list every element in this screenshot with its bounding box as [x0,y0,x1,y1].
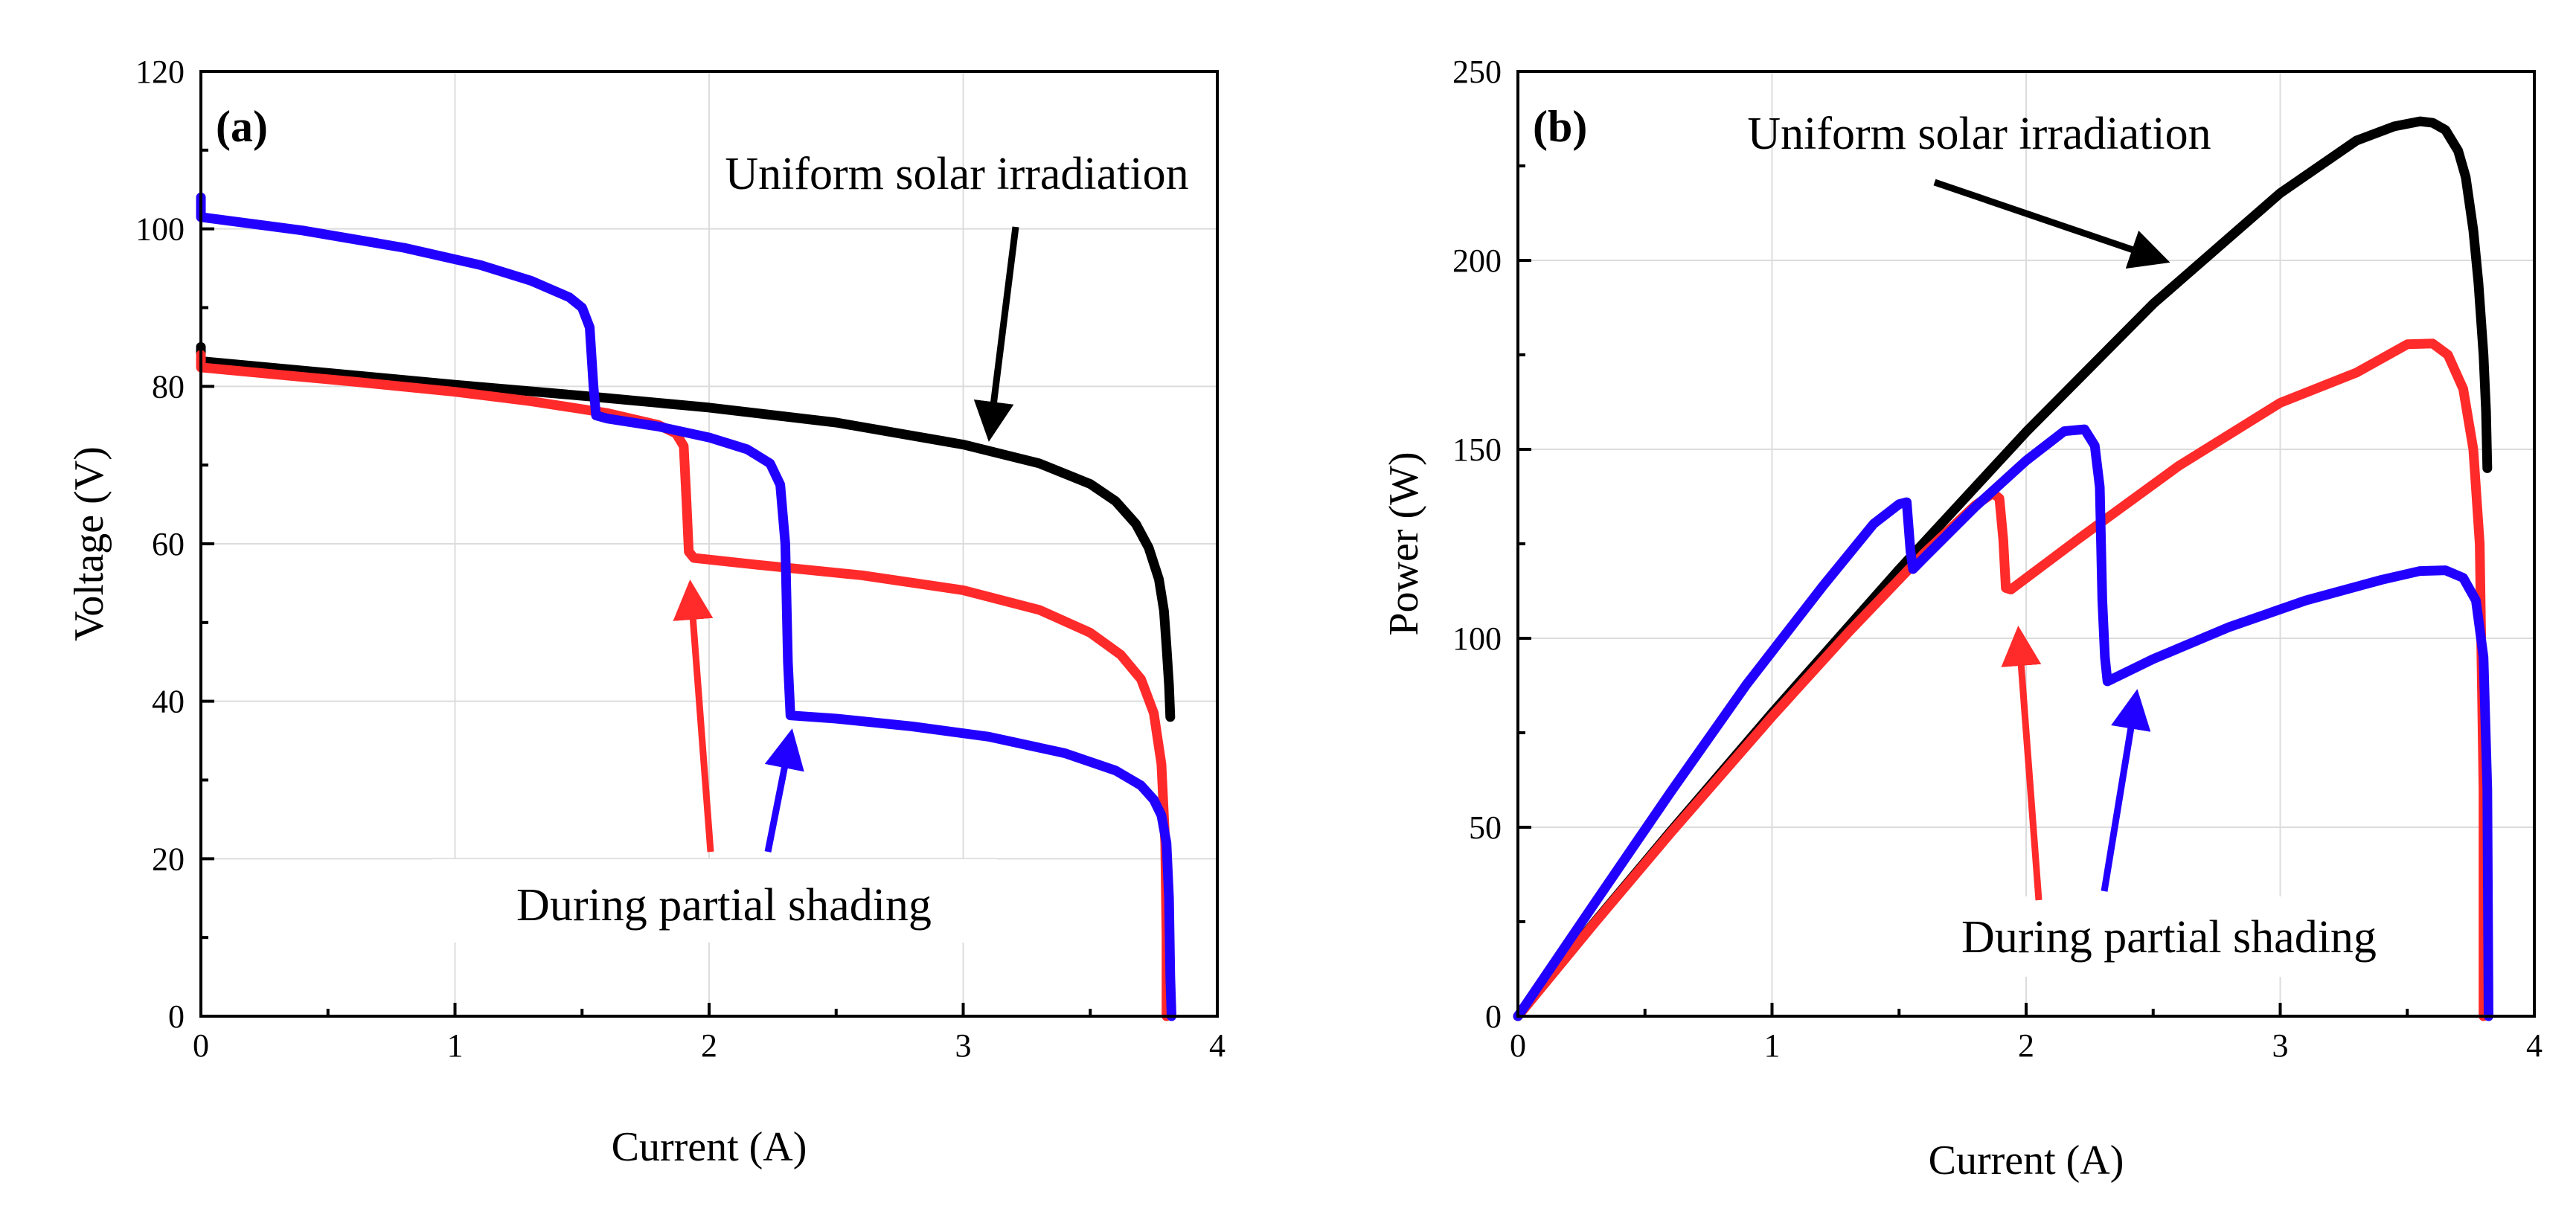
y-tick-label: 250 [1452,54,1502,90]
annotation-uniform-b: Uniform solar irradiation [1747,109,2211,159]
x-axis-title-a: Current (A) [612,1124,807,1170]
y-tick-label: 120 [135,54,185,90]
series-shading-red-line-b [1513,338,2489,1021]
x-tick-label: 0 [1510,1027,1526,1064]
x-axis-title-b: Current (A) [1929,1137,2124,1184]
y-tick-label: 40 [152,684,185,720]
y-tick-label: 60 [152,526,185,562]
y-tick-label: 100 [135,211,185,248]
annotation-bg-shading-b [1905,896,2455,977]
y-tick-label: 150 [1452,431,1502,468]
y-axis-title-b: Power (W) [1381,452,1427,635]
annotation-shading-a: During partial shading [516,880,932,931]
x-tick-label: 2 [2018,1027,2034,1064]
arrow-shading-red-b [2001,626,2042,901]
ticks-a [199,70,1219,1018]
y-tick-label: 50 [1469,809,1502,846]
x-tick-label: 0 [193,1027,209,1064]
y-axis-title-a: Voltage (V) [66,446,112,641]
x-tick-label: 1 [447,1027,464,1064]
x-tick-label: 4 [1209,1027,1225,1064]
arrow-shading-red-a [673,580,714,853]
arrow-uniform-a [973,226,1019,442]
x-tick-label: 1 [1764,1027,1781,1064]
series-shading-red-line-a [196,350,1172,1021]
tick-labels-b: 0 1 2 3 4 0 50 100 150 200 250 [1452,54,2543,1064]
panel-label-b: (b) [1533,102,1587,151]
y-tick-label: 80 [152,368,185,405]
annotation-uniform-a: Uniform solar irradiation [725,149,1188,199]
y-tick-label: 100 [1452,620,1502,657]
series-shading-blue-line-a [196,192,1176,1021]
x-tick-label: 2 [701,1027,717,1064]
y-tick-label: 0 [1485,998,1502,1035]
x-tick-label: 3 [2272,1027,2289,1064]
panel-b-power-chart: 0 1 2 3 4 0 50 100 150 200 250 (b) Current (A) Pow… [1381,54,2543,1184]
curves-b [1513,116,2493,1021]
series-uniform-line-a [196,341,1176,722]
y-tick-label: 20 [152,841,185,877]
annotation-bg-shading-a [432,859,997,943]
arrow-shading-blue-b [2101,689,2151,892]
y-tick-label: 0 [168,998,185,1035]
annotation-shading-b: During partial shading [1961,912,2377,963]
y-tick-label: 200 [1452,243,1502,279]
x-tick-label: 4 [2526,1027,2543,1064]
arrow-shading-blue-a [764,728,804,853]
panel-label-a: (a) [216,102,268,151]
series-shading-blue-line-b [1513,424,2493,1021]
curves-a [196,192,1176,1021]
arrow-uniform-b [1933,179,2170,269]
x-tick-label: 3 [955,1027,972,1064]
ticks-b [1516,70,2536,1018]
